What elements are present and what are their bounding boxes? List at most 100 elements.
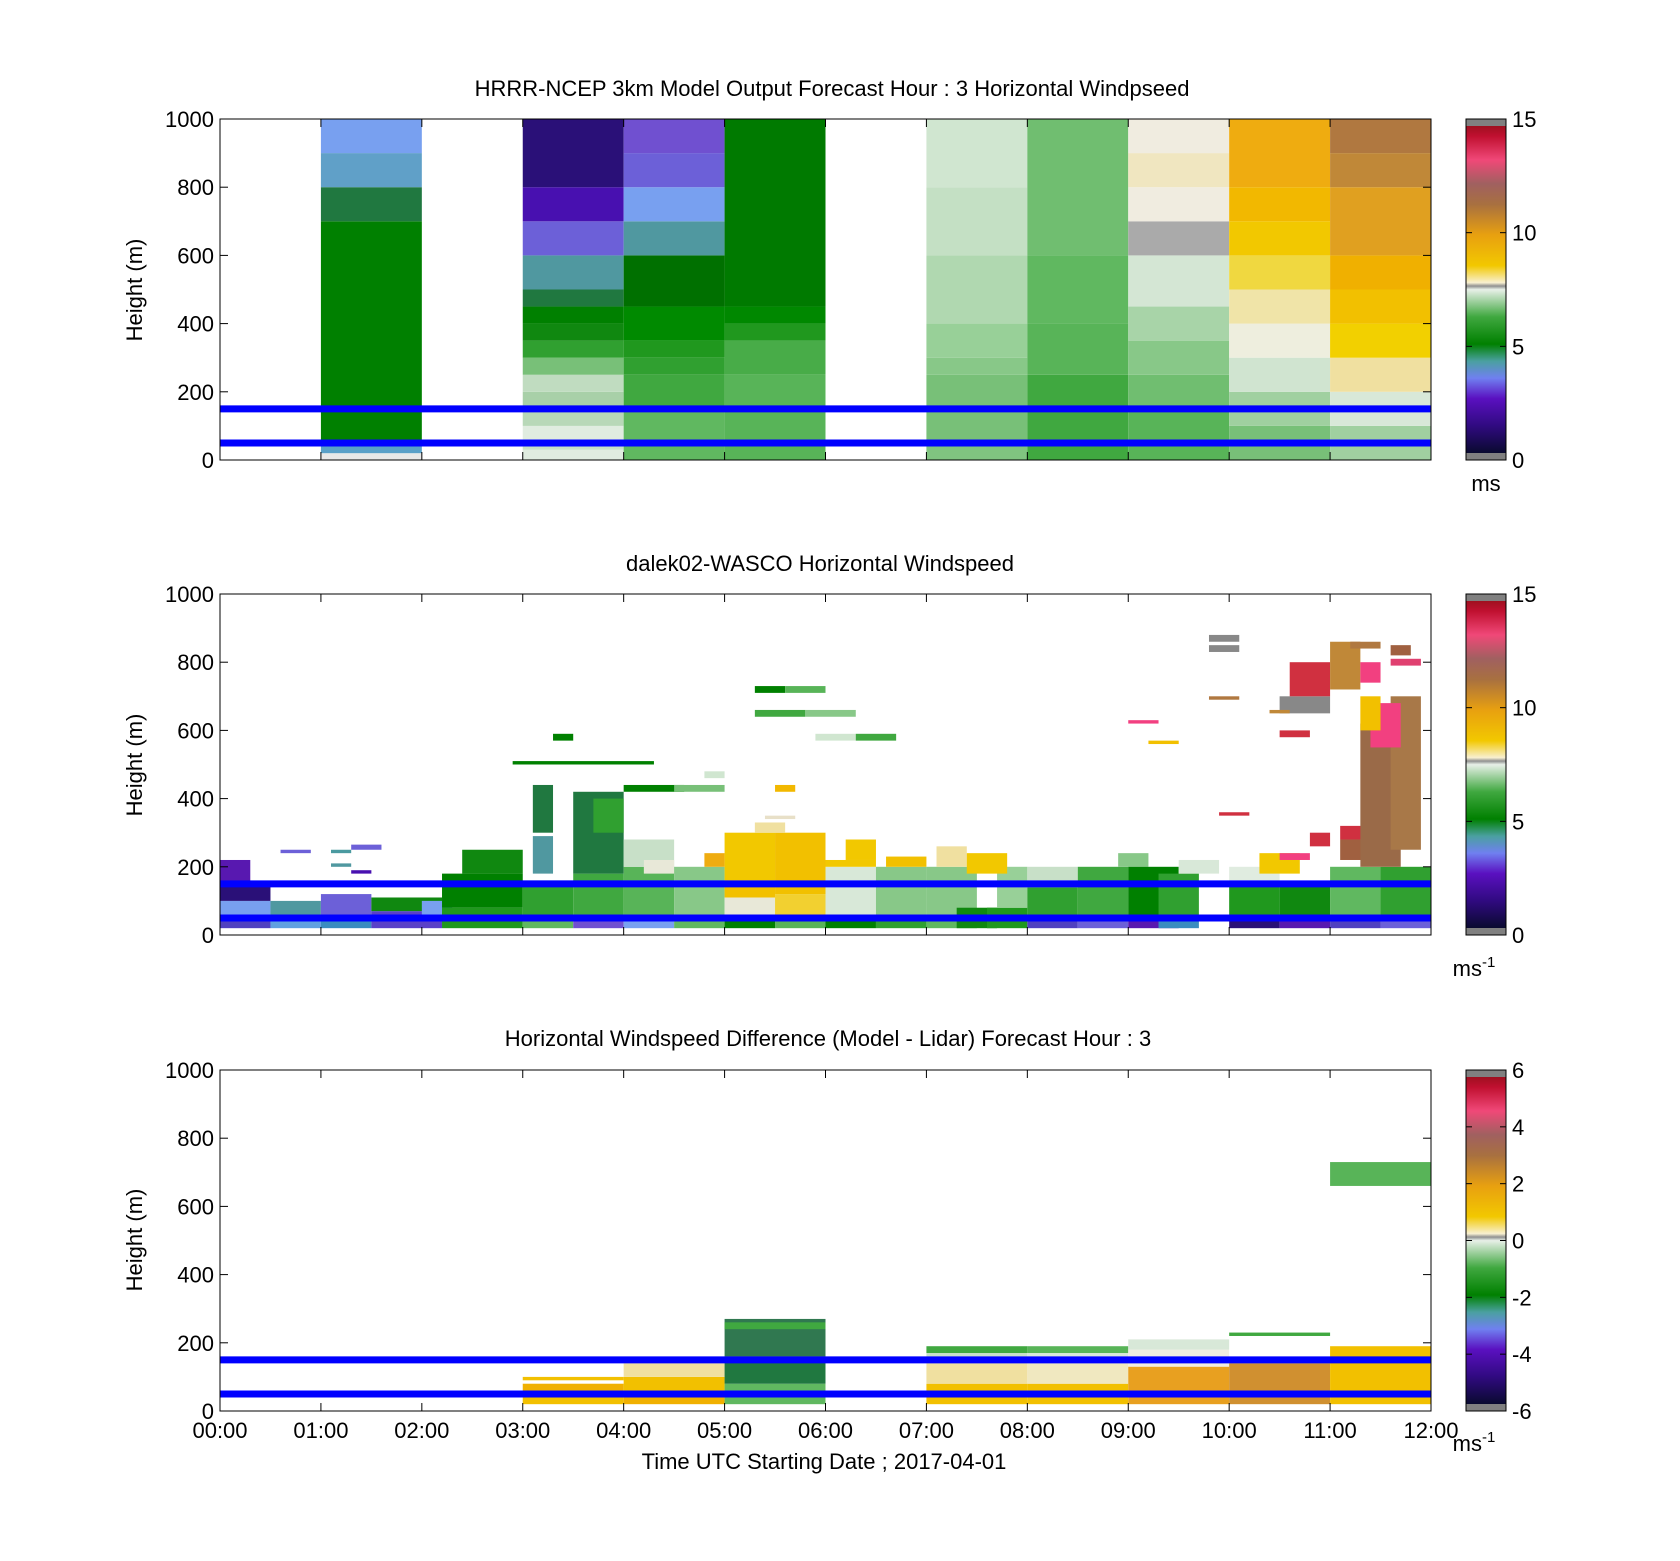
heatmap-cell <box>320 453 422 460</box>
reference-lines <box>220 880 1431 922</box>
heatmap-cell <box>1128 153 1230 188</box>
heatmap-cell <box>1330 357 1431 392</box>
panel-title: HRRR-NCEP 3km Model Output Forecast Hour… <box>475 76 1190 101</box>
heatmap-cell <box>1027 887 1078 915</box>
heatmap-cell <box>643 859 675 874</box>
heatmap-cell <box>1128 340 1230 375</box>
heatmap-cell <box>522 391 624 409</box>
colorbar-tick-label: -4 <box>1512 1342 1532 1367</box>
reference-lines <box>220 405 1431 447</box>
heatmap-cell <box>674 784 725 792</box>
heatmap-cell <box>724 119 826 307</box>
heatmap-cell <box>522 1376 624 1381</box>
y-tick-label: 800 <box>177 650 214 675</box>
heatmap-cell <box>331 849 352 854</box>
colorbar-tick-label: 5 <box>1512 334 1524 359</box>
heatmap-cell <box>522 449 624 460</box>
heatmap-cell <box>522 289 624 307</box>
y-tick-label: 400 <box>177 312 214 337</box>
heatmap-cell <box>623 221 725 256</box>
heatmap-cell <box>320 153 422 188</box>
heatmap-cell <box>926 255 1028 324</box>
x-tick-label: 08:00 <box>1000 1418 1055 1443</box>
heatmap-cell <box>623 306 725 341</box>
heatmap-cell <box>331 863 352 867</box>
heatmap-cell <box>886 856 927 867</box>
y-tick-label: 0 <box>202 1399 214 1424</box>
heatmap-cell <box>1219 812 1250 816</box>
heatmap-cell <box>1229 187 1331 222</box>
y-tick-label: 600 <box>177 243 214 268</box>
heatmap-cell <box>623 153 725 188</box>
heatmap-cell <box>1128 221 1230 256</box>
heatmap-cell <box>623 255 725 307</box>
heatmap-cell <box>1309 832 1331 847</box>
heatmap-cell <box>1208 634 1240 642</box>
y-tick-label: 0 <box>202 923 214 948</box>
heatmap-cell <box>764 815 796 820</box>
heatmap-cell <box>1390 658 1421 666</box>
panel-title: Horizontal Windspeed Difference (Model -… <box>505 1026 1151 1051</box>
heatmap-cell <box>270 900 321 915</box>
colorbar-tick-label: 15 <box>1512 582 1536 607</box>
heatmap-cell <box>845 839 876 860</box>
colorbar-ticks: 0 5 10 15 <box>1466 582 1536 948</box>
heatmap-cell <box>623 119 725 154</box>
x-axis-label: Time UTC Starting Date ; 2017-04-01 <box>642 1449 1007 1474</box>
heatmap-cells <box>320 119 1431 460</box>
heatmap-cell <box>522 119 624 188</box>
x-tick-label: 02:00 <box>394 1418 449 1443</box>
panel-title: dalek02-WASCO Horizontal Windspeed <box>626 551 1014 576</box>
heatmap-cell <box>573 873 624 915</box>
heatmap-cell <box>1128 408 1230 460</box>
x-tick-label: 04:00 <box>596 1418 651 1443</box>
heatmap-cell <box>1208 696 1240 700</box>
colorbar: 0 5 10 15 ms <box>1465 107 1536 496</box>
colorbar-unit: ms-1 <box>1453 954 1496 981</box>
heatmap-cell <box>724 374 826 409</box>
heatmap-cell <box>724 897 776 915</box>
heatmap-cell <box>926 187 1028 256</box>
x-tick-label: 10:00 <box>1202 1418 1257 1443</box>
heatmap-cell <box>522 255 624 290</box>
colorbar: 0 5 10 15 ms-1 <box>1453 582 1537 981</box>
heatmap-cell <box>825 866 876 915</box>
heatmap-cell <box>1077 866 1129 915</box>
reference-lines <box>220 1356 1431 1398</box>
heatmap-cell <box>724 1322 826 1330</box>
heatmap-cell <box>704 771 725 779</box>
colorbar-unit: ms-1 <box>1453 1429 1496 1456</box>
heatmap-cell <box>1128 1339 1230 1350</box>
heatmap-cell <box>1350 641 1381 649</box>
heatmap-cell <box>1128 255 1230 307</box>
heatmap-cell <box>462 849 523 874</box>
heatmap-cell <box>926 357 1028 375</box>
heatmap-cell <box>926 1363 1028 1384</box>
y-axis-label: Height (m) <box>122 1189 147 1292</box>
x-axis-tick-labels: 00:00 01:00 02:00 03:00 04:00 05:00 06:00 07:00… <box>192 1418 1458 1443</box>
heatmap-cell <box>724 323 826 341</box>
heatmap-cell <box>1279 696 1331 714</box>
heatmap-cell <box>1330 1162 1431 1186</box>
y-axis-ticks: 0 200 400 600 800 1000 <box>165 107 1431 473</box>
heatmap-cell <box>522 374 624 392</box>
colorbar-ticks: 0 5 10 15 <box>1466 107 1536 473</box>
heatmap-cell <box>775 894 826 915</box>
heatmap-cell <box>320 446 422 454</box>
heatmap-cell <box>320 221 422 447</box>
x-tick-label: 11:00 <box>1303 1418 1356 1443</box>
colorbar-tick-label: 10 <box>1512 696 1536 721</box>
y-tick-label: 400 <box>177 787 214 812</box>
heatmap-cell <box>512 761 654 765</box>
heatmap-cell <box>674 866 725 915</box>
heatmap-cell <box>522 340 624 358</box>
heatmap-cell <box>1229 323 1331 358</box>
heatmap-cell <box>1128 306 1230 341</box>
heatmap-cell <box>1229 1363 1331 1405</box>
y-axis-label: Height (m) <box>122 714 147 817</box>
colorbar-tick-label: -6 <box>1512 1399 1532 1424</box>
heatmap-cell <box>754 686 786 693</box>
heatmap-cell <box>1229 289 1331 324</box>
x-tick-label: 00:00 <box>192 1418 247 1443</box>
heatmap-cell <box>623 1393 725 1405</box>
